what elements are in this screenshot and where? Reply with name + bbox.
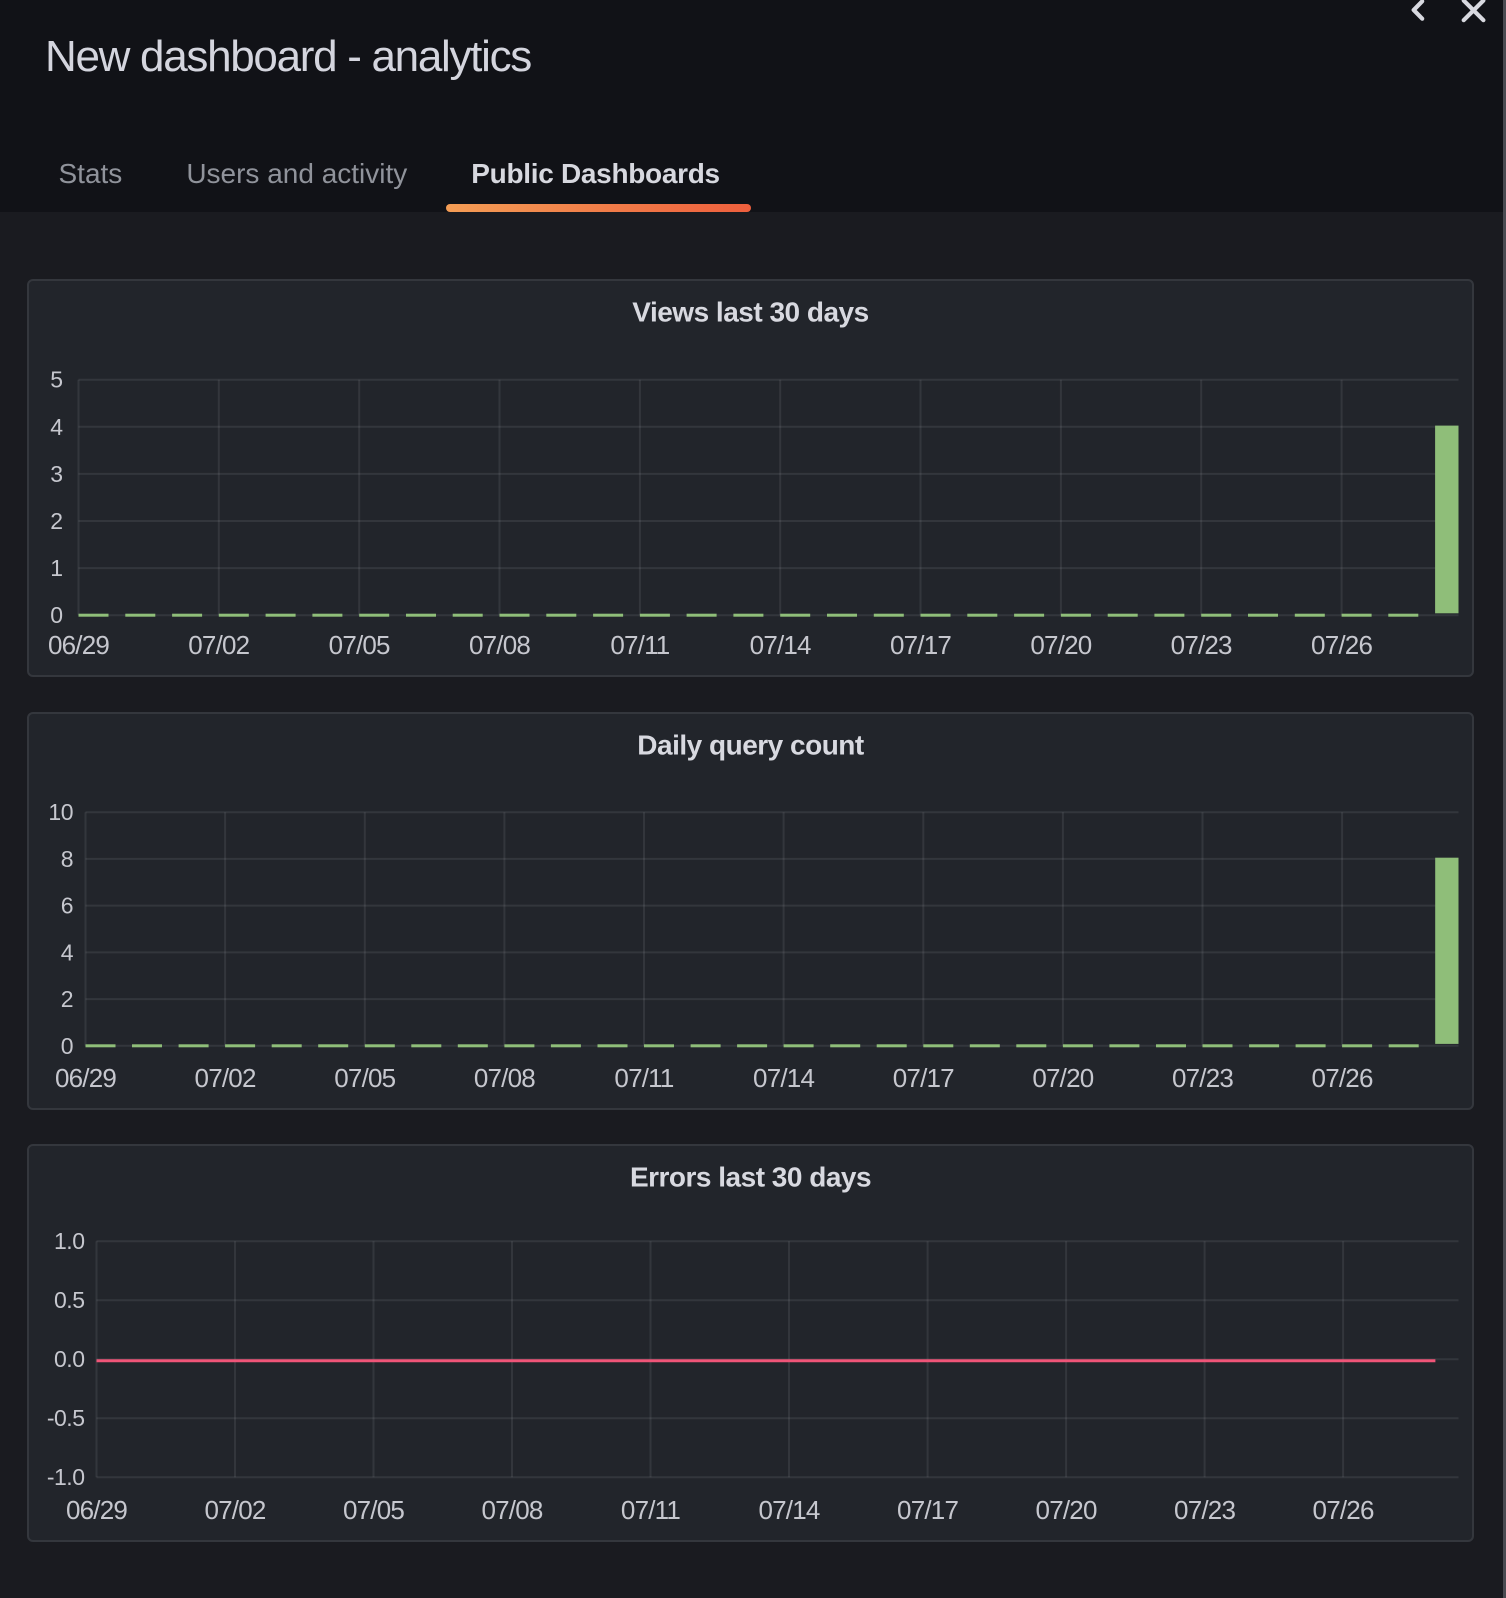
svg-text:8: 8 xyxy=(60,846,72,872)
svg-text:07/08: 07/08 xyxy=(468,630,529,660)
svg-text:3: 3 xyxy=(50,461,62,487)
svg-text:0: 0 xyxy=(60,1033,72,1059)
svg-text:07/11: 07/11 xyxy=(620,1495,679,1525)
svg-text:4: 4 xyxy=(50,414,63,440)
svg-text:07/02: 07/02 xyxy=(204,1495,265,1525)
svg-text:-0.5: -0.5 xyxy=(46,1405,84,1431)
svg-text:Views last 30 days: Views last 30 days xyxy=(632,297,868,328)
svg-text:07/17: 07/17 xyxy=(892,1063,953,1093)
svg-text:1: 1 xyxy=(50,555,62,581)
svg-text:07/26: 07/26 xyxy=(1311,630,1372,660)
svg-text:07/08: 07/08 xyxy=(473,1063,534,1093)
svg-text:2: 2 xyxy=(60,986,72,1012)
svg-text:07/17: 07/17 xyxy=(889,630,950,660)
svg-text:07/11: 07/11 xyxy=(610,630,669,660)
svg-text:0.0: 0.0 xyxy=(54,1346,84,1372)
svg-text:07/14: 07/14 xyxy=(753,1063,814,1093)
svg-text:06/29: 06/29 xyxy=(47,630,108,660)
svg-text:06/29: 06/29 xyxy=(65,1495,126,1525)
svg-text:07/26: 07/26 xyxy=(1311,1063,1372,1093)
svg-text:07/14: 07/14 xyxy=(758,1495,819,1525)
svg-text:-1.0: -1.0 xyxy=(46,1464,84,1490)
svg-text:07/23: 07/23 xyxy=(1174,1495,1235,1525)
svg-text:Errors last 30 days: Errors last 30 days xyxy=(629,1161,870,1192)
svg-text:5: 5 xyxy=(50,367,62,393)
svg-text:07/02: 07/02 xyxy=(194,1063,255,1093)
svg-text:07/05: 07/05 xyxy=(334,1063,395,1093)
svg-text:07/26: 07/26 xyxy=(1312,1495,1373,1525)
svg-text:07/20: 07/20 xyxy=(1035,1495,1096,1525)
svg-text:0.5: 0.5 xyxy=(54,1287,84,1313)
svg-text:07/02: 07/02 xyxy=(188,630,249,660)
svg-text:07/17: 07/17 xyxy=(897,1495,958,1525)
svg-text:07/20: 07/20 xyxy=(1032,1063,1093,1093)
svg-text:07/05: 07/05 xyxy=(328,630,389,660)
svg-text:1.0: 1.0 xyxy=(54,1228,84,1254)
svg-text:07/08: 07/08 xyxy=(481,1495,542,1525)
svg-text:10: 10 xyxy=(48,799,73,825)
svg-text:07/20: 07/20 xyxy=(1030,630,1091,660)
svg-text:07/11: 07/11 xyxy=(614,1063,673,1093)
svg-text:4: 4 xyxy=(60,940,73,966)
svg-text:07/23: 07/23 xyxy=(1170,630,1231,660)
svg-text:07/14: 07/14 xyxy=(749,630,810,660)
svg-text:07/23: 07/23 xyxy=(1171,1063,1232,1093)
svg-text:2: 2 xyxy=(50,508,62,534)
svg-text:0: 0 xyxy=(50,602,62,628)
svg-text:07/05: 07/05 xyxy=(342,1495,403,1525)
svg-text:6: 6 xyxy=(60,893,72,919)
svg-text:06/29: 06/29 xyxy=(54,1063,115,1093)
svg-text:Daily query count: Daily query count xyxy=(637,730,864,761)
